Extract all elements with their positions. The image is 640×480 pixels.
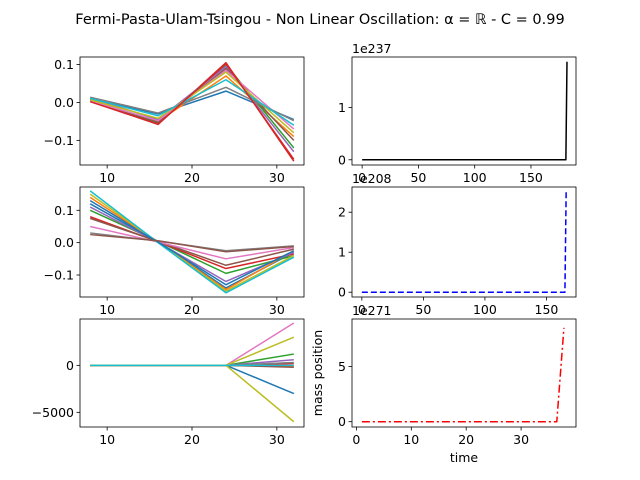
axes-1: 10 20 30 −0.1 0.0 0.1 <box>44 56 305 185</box>
y-tick-label: 0.0 <box>54 235 74 250</box>
x-tick-label: 150 <box>519 170 543 185</box>
figure-title: Fermi-Pasta-Ulam-Tsingou - Non Linear Os… <box>75 12 564 28</box>
axes-frame <box>351 186 577 298</box>
y-tick-label: 0 <box>66 358 74 373</box>
y-tick-label: 0 <box>338 414 346 429</box>
x-tick-label: 0 <box>358 170 366 185</box>
axes-frame <box>351 318 577 428</box>
axes-4: 0 50 100 150 0 1 2 1e208 <box>338 171 577 317</box>
series-line-1 <box>90 364 295 395</box>
y-tick-label: 0.0 <box>54 95 74 110</box>
y-tick-label: 5 <box>338 359 346 374</box>
series-line-10 <box>89 78 295 126</box>
y-tick-label: 2 <box>338 205 346 220</box>
axes-frame <box>79 186 305 298</box>
y-tick-label: 0.1 <box>54 57 74 72</box>
axes-5: 10 20 30 −5000 0 mass position <box>32 318 325 447</box>
series-line-11 <box>89 203 295 286</box>
offset-text: 1e271 <box>352 303 392 318</box>
x-tick-label: 30 <box>513 432 529 447</box>
x-tick-label: 10 <box>99 432 115 447</box>
series-line-6 <box>89 217 294 267</box>
series-group <box>361 192 567 293</box>
series-group <box>361 327 565 423</box>
x-axis-label: time <box>450 450 479 465</box>
offset-text: 1e237 <box>352 41 392 56</box>
series-line-11 <box>89 63 295 160</box>
x-tick-label: 100 <box>473 302 497 317</box>
x-tick-label: 30 <box>269 302 285 317</box>
y-axis-label: mass position <box>310 330 325 416</box>
series-group <box>90 322 295 423</box>
series-group <box>89 61 295 162</box>
series-line-10 <box>90 364 295 423</box>
x-tick-label: 20 <box>458 432 474 447</box>
x-tick-label: 20 <box>184 302 200 317</box>
series-line-1 <box>361 192 567 293</box>
series-line-2 <box>89 196 295 291</box>
x-tick-label: 0 <box>358 302 366 317</box>
axes-frame <box>351 56 577 166</box>
x-tick-label: 50 <box>415 302 431 317</box>
x-tick-label: 50 <box>410 170 426 185</box>
series-line-8 <box>90 86 295 122</box>
x-tick-label: 10 <box>403 432 419 447</box>
x-tick-label: 100 <box>463 170 487 185</box>
x-tick-label: 10 <box>99 302 115 317</box>
y-tick-label: 1 <box>338 245 346 260</box>
x-tick-label: 20 <box>184 170 200 185</box>
x-tick-label: 0 <box>352 432 360 447</box>
y-tick-label: −0.1 <box>44 268 74 283</box>
series-line-9 <box>89 193 295 292</box>
x-tick-label: 20 <box>184 432 200 447</box>
offset-text: 1e208 <box>352 171 392 186</box>
series-group <box>89 190 295 294</box>
series-line-12 <box>90 233 294 253</box>
axes-6: 0 10 20 30 0 5 1e271 time <box>338 303 577 465</box>
y-tick-label: 0 <box>338 285 346 300</box>
series-line-1 <box>361 327 565 423</box>
axes-frame <box>79 318 305 428</box>
x-tick-label: 150 <box>535 302 559 317</box>
axes-3: 10 20 30 −0.1 0.0 0.1 <box>44 186 305 317</box>
x-tick-label: 10 <box>99 170 115 185</box>
series-line-3 <box>89 209 295 275</box>
x-tick-label: 30 <box>269 170 285 185</box>
y-tick-label: 0 <box>338 152 346 167</box>
y-tick-label: −0.1 <box>44 133 74 148</box>
series-line-8 <box>90 232 294 252</box>
x-tick-label: 30 <box>269 432 285 447</box>
series-line-7 <box>90 225 294 260</box>
y-tick-label: 0.1 <box>54 203 74 218</box>
axes-2: 0 50 100 150 0 1 1e237 <box>338 41 577 185</box>
y-tick-label: −5000 <box>32 405 74 420</box>
y-tick-label: 1 <box>338 100 346 115</box>
series-group <box>362 61 568 161</box>
series-line-10 <box>89 190 295 294</box>
series-line-1 <box>362 61 568 161</box>
